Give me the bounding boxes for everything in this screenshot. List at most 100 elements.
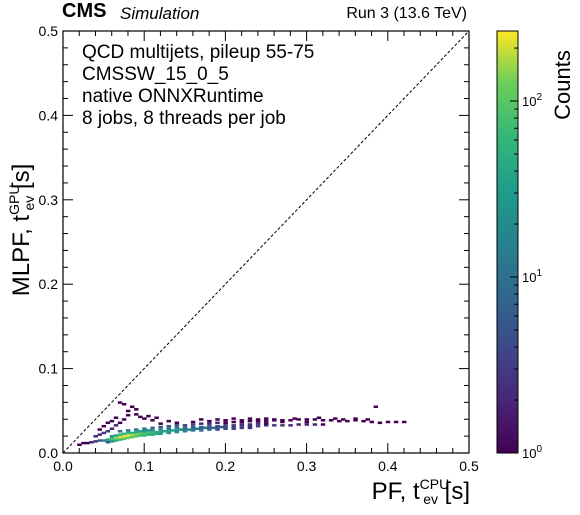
heatmap-cell bbox=[255, 422, 261, 425]
heatmap-cell bbox=[194, 427, 200, 430]
x-tick-label: 0.0 bbox=[53, 458, 73, 474]
heatmap-cell bbox=[402, 420, 407, 424]
heatmap-cell bbox=[105, 440, 111, 444]
heatmap-cell bbox=[117, 433, 123, 436]
heatmap-cell bbox=[121, 432, 127, 436]
heatmap-cell bbox=[109, 427, 115, 430]
heatmap-cell bbox=[146, 414, 151, 418]
heatmap-cell bbox=[134, 413, 139, 416]
x-axis-label-sub: ev bbox=[423, 491, 438, 507]
y-axis-label: MLPF, tGPUev [s] bbox=[6, 164, 37, 297]
heatmap-cell bbox=[247, 419, 253, 423]
heatmap-cell bbox=[138, 434, 143, 437]
heatmap-cell bbox=[239, 423, 245, 426]
heatmap-cell bbox=[174, 424, 180, 427]
heatmap-cell bbox=[215, 428, 220, 431]
heatmap-cell bbox=[361, 419, 366, 423]
heatmap-cell bbox=[77, 443, 82, 447]
heatmap-cell bbox=[105, 430, 111, 433]
heatmap-cell bbox=[109, 419, 115, 423]
heatmap-cell bbox=[125, 413, 131, 417]
x-axis-label: PF, tCPUev [s] bbox=[371, 476, 470, 507]
heatmap-cell bbox=[101, 439, 107, 442]
y-tick-label: 0.2 bbox=[39, 276, 59, 292]
heatmap-cell bbox=[117, 421, 123, 425]
x-tick-label: 0.2 bbox=[216, 458, 236, 474]
heatmap-cell bbox=[207, 419, 212, 423]
heatmap-cell bbox=[231, 424, 236, 427]
heatmap-cell bbox=[101, 424, 107, 428]
heatmap-cell bbox=[239, 419, 245, 422]
heatmap-cell bbox=[134, 435, 139, 438]
x-axis-label-unit: [s] bbox=[444, 478, 470, 505]
heatmap-cell bbox=[129, 431, 135, 435]
heatmap-cell bbox=[385, 420, 391, 424]
heatmap-cell bbox=[146, 429, 151, 432]
heatmap-cell bbox=[328, 419, 334, 422]
heatmap-cell bbox=[231, 417, 236, 420]
heatmap-cell bbox=[280, 420, 285, 424]
heatmap-cell bbox=[170, 429, 176, 432]
heatmap-cell bbox=[178, 428, 184, 431]
heatmap-cell bbox=[121, 437, 127, 441]
simulation-label: Simulation bbox=[120, 4, 200, 23]
heatmap-cell bbox=[158, 422, 163, 425]
heatmap-cell bbox=[239, 424, 245, 428]
heatmap-cell bbox=[199, 425, 204, 429]
heatmap-cell bbox=[223, 425, 228, 429]
colorbar-ticks: 100 101 102 bbox=[510, 47, 542, 461]
heatmap-cell bbox=[190, 427, 196, 430]
heatmap-cell bbox=[142, 434, 147, 437]
colorbar-label-wrap: Counts bbox=[548, 40, 578, 130]
heatmap-cell bbox=[134, 433, 139, 436]
heatmap-cell bbox=[174, 430, 180, 434]
x-tick-label: 0.1 bbox=[134, 458, 154, 474]
heatmap-cell bbox=[182, 426, 188, 430]
heatmap-cell bbox=[353, 417, 358, 420]
heatmap-cell bbox=[272, 418, 277, 421]
heatmap-cell bbox=[231, 427, 236, 430]
heatmap-cell bbox=[239, 420, 245, 424]
heatmap-cell bbox=[263, 419, 269, 423]
y-tick-label: 0.4 bbox=[39, 107, 59, 123]
heatmap-cell bbox=[272, 424, 277, 427]
heatmap-cell bbox=[263, 424, 269, 427]
heatmap-cell bbox=[296, 423, 301, 426]
heatmap-cell bbox=[142, 427, 147, 430]
heatmap-cell bbox=[182, 424, 188, 427]
heatmap-cell bbox=[199, 418, 204, 421]
heatmap-cell bbox=[190, 423, 196, 426]
heatmap-cell bbox=[109, 437, 115, 441]
heatmap-cell bbox=[199, 429, 204, 432]
heatmap-cell bbox=[247, 426, 253, 430]
plot-frame bbox=[62, 30, 470, 454]
heatmap-cell bbox=[166, 424, 171, 428]
heatmap-cell bbox=[288, 419, 293, 422]
heatmap-cell bbox=[247, 417, 253, 420]
heatmap-cell bbox=[154, 416, 159, 420]
heatmap-cell bbox=[158, 430, 163, 434]
heatmap-cell bbox=[97, 433, 102, 436]
heatmap-cell bbox=[365, 418, 370, 421]
heatmap-cell bbox=[121, 402, 127, 406]
colorbar-tick-label: 101 bbox=[522, 268, 542, 285]
annotation-line: native ONNXRuntime bbox=[82, 86, 264, 107]
heatmap-cell bbox=[207, 422, 212, 425]
heatmap-cell bbox=[129, 405, 135, 409]
heatmap-cell bbox=[117, 438, 123, 441]
heatmap-cell bbox=[129, 435, 135, 439]
heatmap-cell bbox=[158, 425, 163, 429]
annotation-block: QCD multijets, pileup 55-75 CMSSW_15_0_5… bbox=[82, 42, 314, 130]
heatmap-cell bbox=[125, 431, 131, 435]
colorbar-tick-label: 100 bbox=[522, 444, 542, 461]
heatmap-cell bbox=[345, 419, 350, 423]
heatmap-cell bbox=[215, 418, 220, 421]
heatmap-cell bbox=[337, 419, 342, 423]
heatmap-cell bbox=[341, 418, 346, 421]
heatmap-cell bbox=[166, 427, 171, 430]
heatmap-cell bbox=[97, 439, 102, 442]
heatmap-cell bbox=[134, 408, 139, 411]
x-axis-label-main: PF, t bbox=[371, 478, 420, 505]
y-tick-label: 0.1 bbox=[39, 361, 59, 377]
